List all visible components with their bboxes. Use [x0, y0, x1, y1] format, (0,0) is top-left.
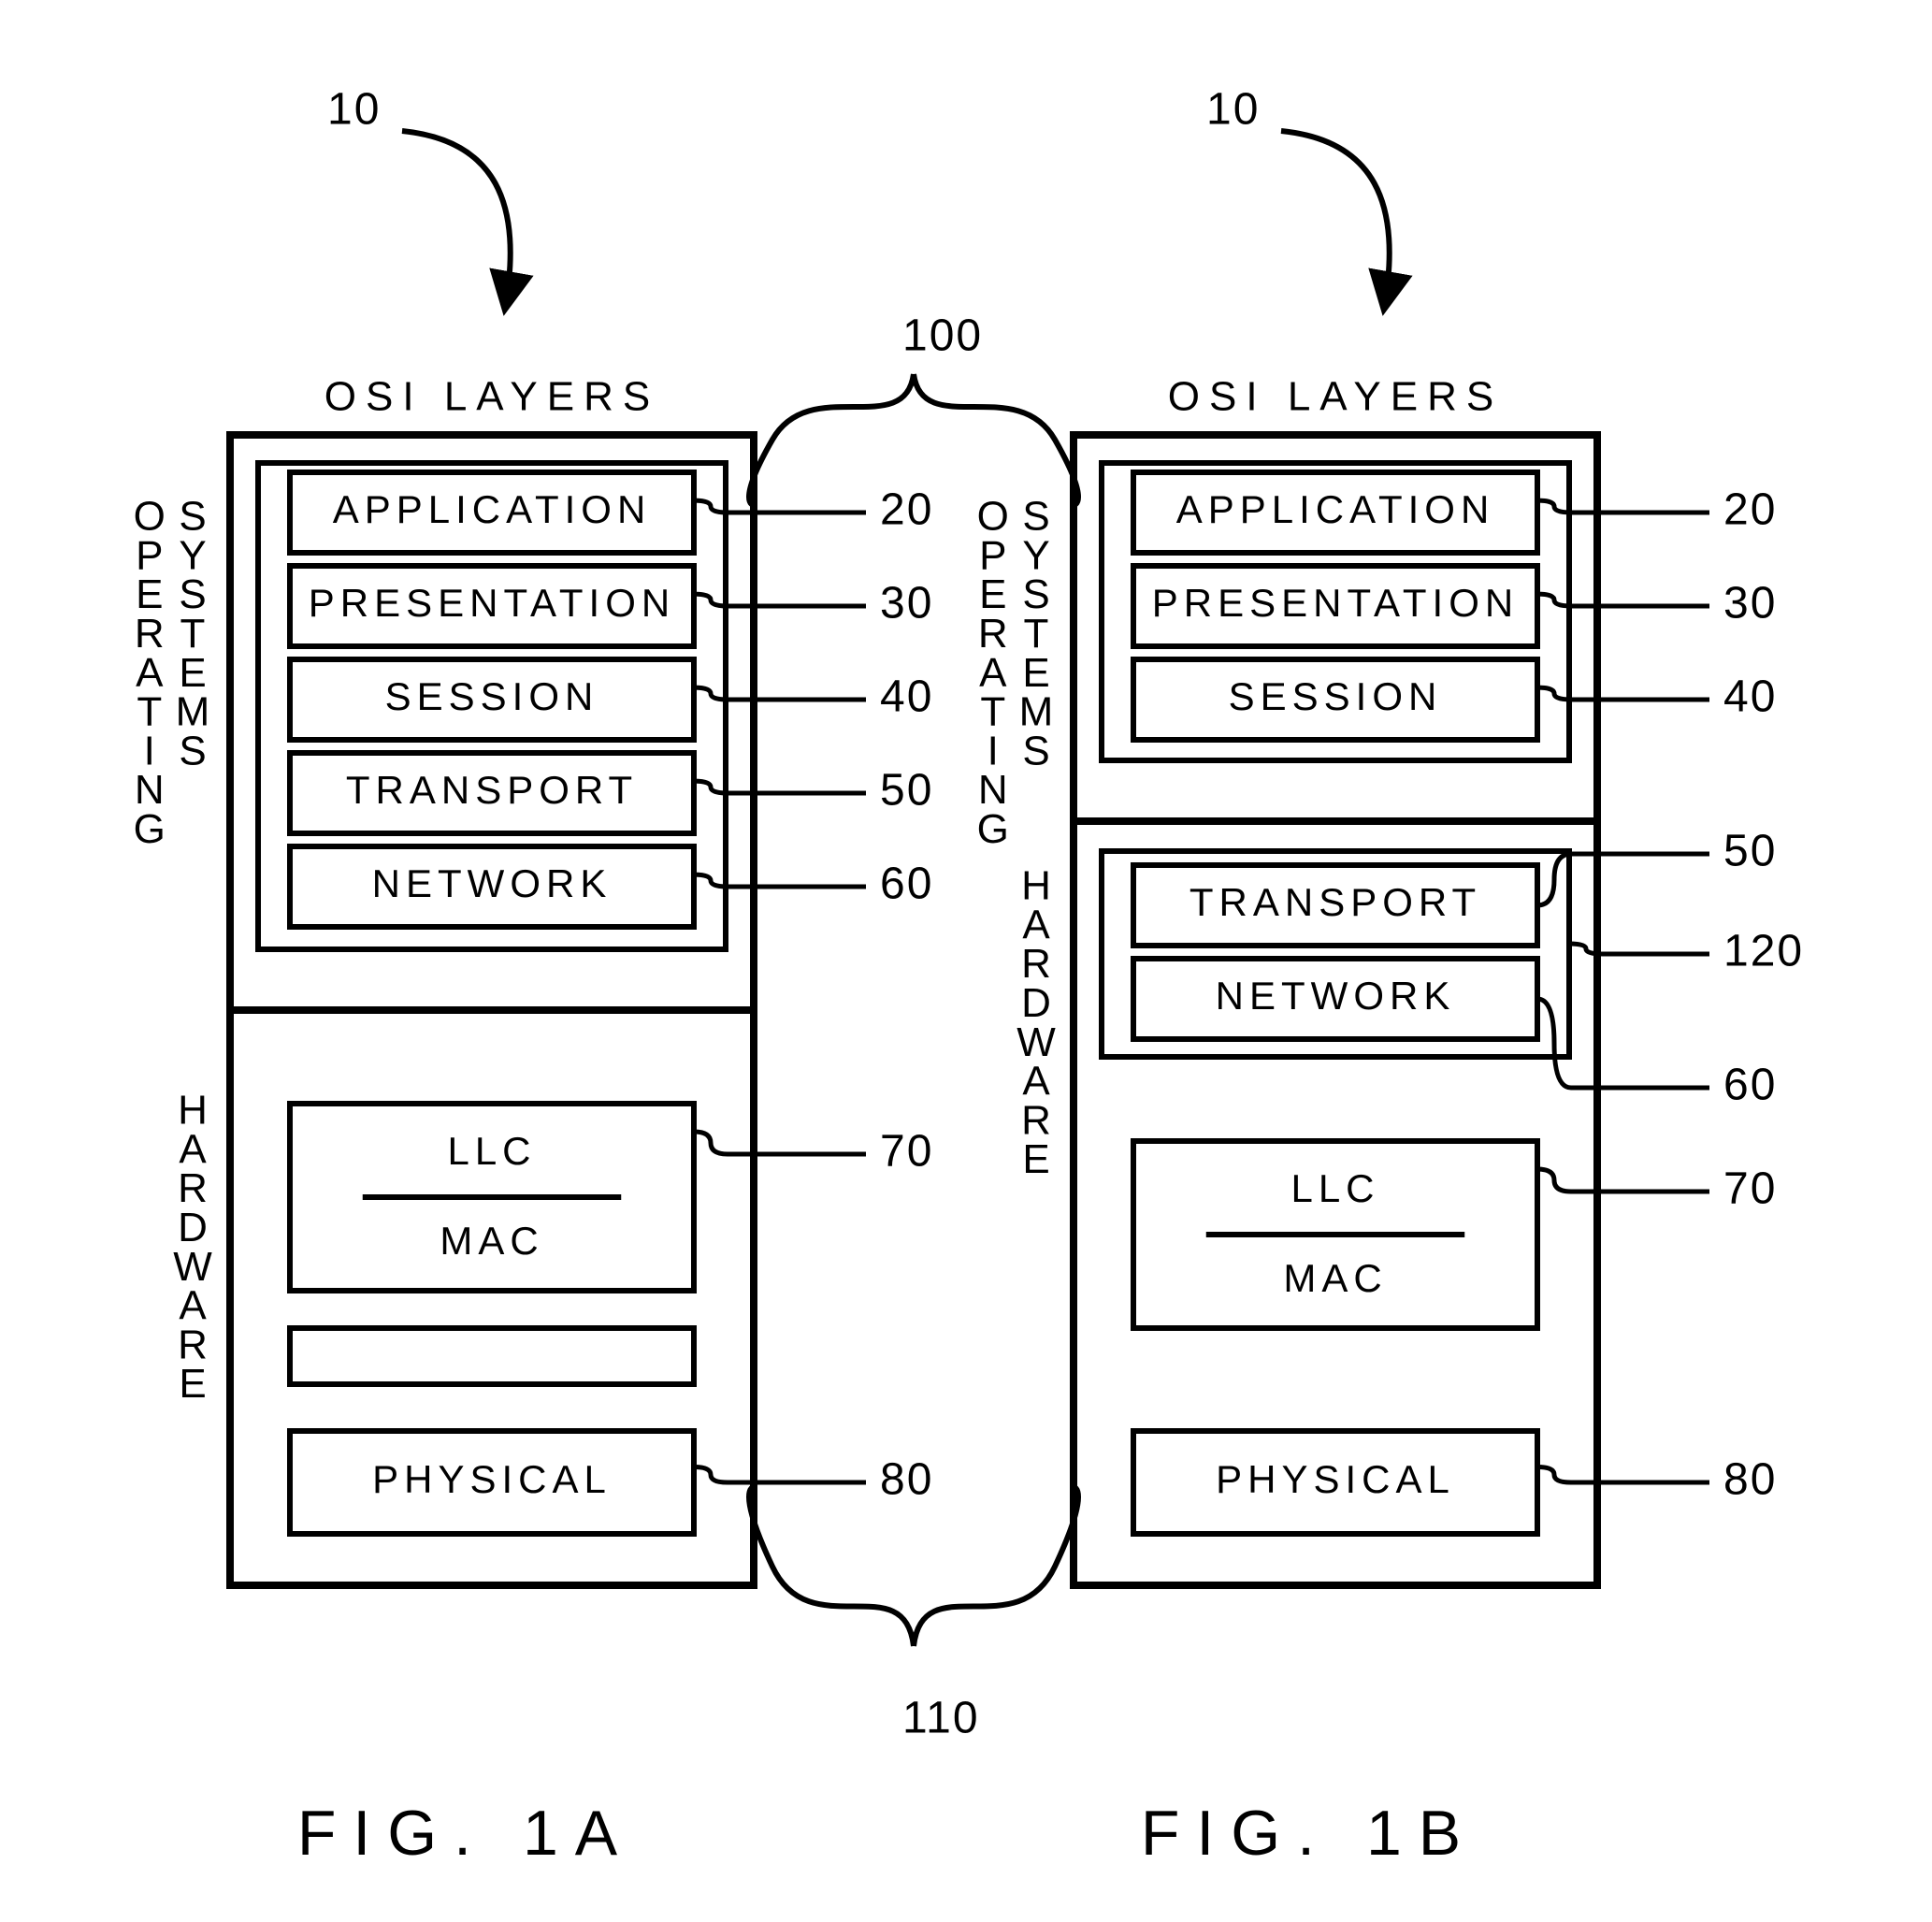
ref-50: 50 — [1723, 827, 1777, 876]
spacer-box — [290, 1328, 694, 1384]
caption-fig-1b: FIG. 1B — [1141, 1798, 1478, 1869]
leader — [1537, 594, 1709, 606]
layer-label: TRANSPORT — [346, 768, 638, 812]
ref-30: 30 — [880, 579, 933, 629]
layer-label: SESSION — [1229, 674, 1443, 718]
leader — [694, 1467, 866, 1483]
ref-10: 10 — [327, 85, 381, 135]
svg-text:G: G — [134, 806, 166, 852]
osi-header: OSI LAYERS — [1168, 374, 1503, 420]
ref-40: 40 — [1723, 672, 1777, 722]
ref-10: 10 — [1206, 85, 1260, 135]
svg-text:S: S — [1022, 728, 1049, 773]
layer-label: PRESENTATION — [1152, 581, 1519, 625]
ref-110: 110 — [902, 1694, 980, 1743]
side-operating-systems: OPERATINGSYSTEMS — [134, 494, 210, 852]
caption-fig-1a: FIG. 1A — [297, 1798, 634, 1869]
leader-120 — [1569, 944, 1709, 954]
ref-80: 80 — [880, 1455, 933, 1505]
leader — [694, 687, 866, 700]
ref-40: 40 — [880, 672, 933, 722]
layer-label: SESSION — [385, 674, 599, 718]
brace — [749, 1487, 914, 1646]
ref-60: 60 — [1723, 1061, 1777, 1110]
layer-label: NETWORK — [372, 861, 613, 905]
layer-label: TRANSPORT — [1189, 880, 1481, 924]
leader — [1537, 999, 1709, 1088]
svg-text:S: S — [179, 728, 206, 773]
mac-label: MAC — [440, 1219, 543, 1263]
brace — [914, 1487, 1078, 1646]
side-hardware: HARDWARE — [173, 1088, 212, 1408]
ref-70: 70 — [1723, 1164, 1777, 1214]
leader — [1537, 500, 1709, 513]
leader — [1537, 687, 1709, 700]
ref-30: 30 — [1723, 579, 1777, 629]
ref-80: 80 — [1723, 1455, 1777, 1505]
ref-120: 120 — [1723, 927, 1804, 976]
leader — [694, 1132, 866, 1154]
arrow-10 — [402, 131, 511, 309]
ref-20: 20 — [1723, 485, 1777, 535]
layer-label: APPLICATION — [333, 487, 652, 531]
arrow-10 — [1281, 131, 1390, 309]
ref-70: 70 — [880, 1127, 933, 1177]
svg-text:E: E — [1022, 1136, 1049, 1182]
side-operating-systems: OPERATINGSYSTEMS — [977, 494, 1054, 852]
ref-20: 20 — [880, 485, 933, 535]
leader — [1537, 1467, 1709, 1483]
layer-label: PRESENTATION — [309, 581, 675, 625]
llc-label: LLC — [1290, 1166, 1379, 1210]
llc-label: LLC — [447, 1129, 536, 1173]
layer-label: APPLICATION — [1176, 487, 1495, 531]
physical-label: PHYSICAL — [1216, 1457, 1455, 1501]
svg-text:G: G — [977, 806, 1009, 852]
osi-header: OSI LAYERS — [324, 374, 659, 420]
leader — [694, 500, 866, 513]
ref-50: 50 — [880, 766, 933, 816]
leader — [694, 781, 866, 793]
mac-label: MAC — [1283, 1256, 1387, 1300]
side-hardware: HARDWARE — [1016, 863, 1056, 1183]
leader — [694, 594, 866, 606]
ref-60: 60 — [880, 860, 933, 909]
ref-100: 100 — [902, 311, 983, 361]
svg-text:E: E — [179, 1361, 206, 1407]
brace — [914, 374, 1078, 505]
leader — [1537, 854, 1709, 905]
physical-label: PHYSICAL — [372, 1457, 612, 1501]
leader — [694, 874, 866, 887]
leader — [1537, 1169, 1709, 1192]
layer-label: NETWORK — [1216, 974, 1456, 1018]
